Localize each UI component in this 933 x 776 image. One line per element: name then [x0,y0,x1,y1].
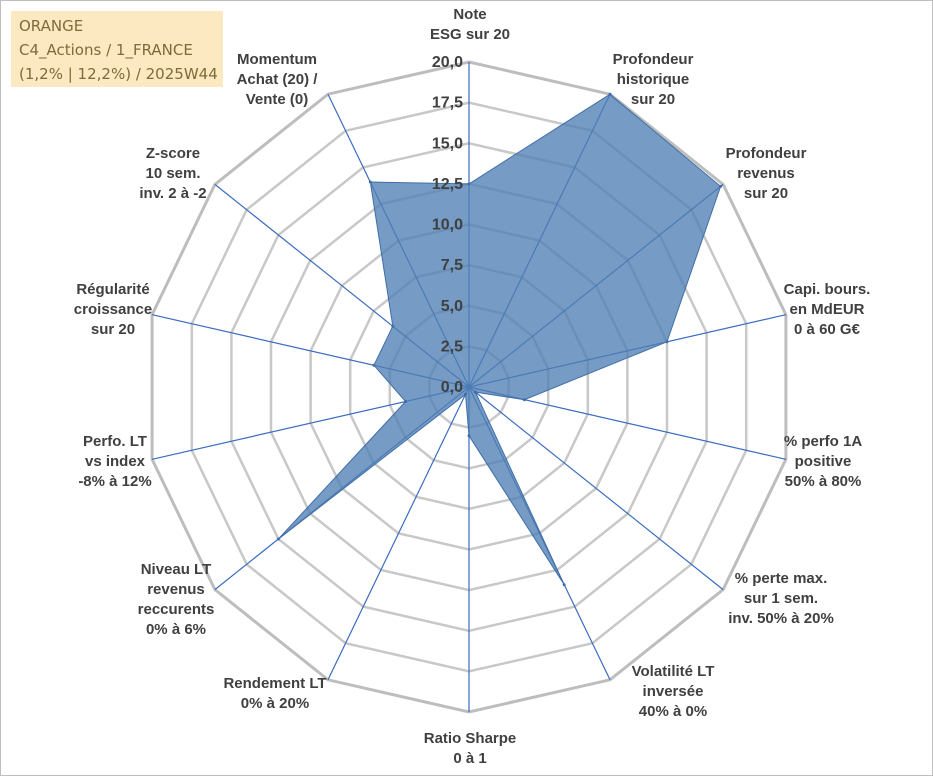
axis-label-line: 10 sem. [145,165,201,182]
axis-label: Momentum Achat (20) / Vente (0) [237,50,318,110]
info-category: C4_Actions / 1_FRANCE [19,41,193,59]
radar-series [276,92,723,587]
axis-label-line: 0% à 6% [145,621,207,638]
data-point [473,390,477,394]
info-company: ORANGE [19,17,84,35]
data-point [368,180,372,184]
tick-label: 5,0 [441,298,463,315]
data-point [372,363,376,367]
axis-label: Volatilité LT inversée 40% à 0% [632,662,715,722]
axis-label-line: croissance [73,301,153,318]
axis-label: Z-score 10 sem. inv. 2 à -2 [139,144,206,204]
axis-label: Profondeur revenus sur 20 [726,144,807,204]
axis-label-line: 0 à 60 G€ [794,321,860,338]
axis-label-line: 0% à 20% [240,695,310,712]
axis-label: Rendement LT 0% à 20% [223,674,326,714]
axis-label-line: Niveau LT [140,561,212,578]
axis-label-line: positive [794,453,852,470]
data-point [464,392,467,396]
axis-label: Profondeur historique sur 20 [613,50,694,110]
axis-label-line: 0 à 1 [453,750,487,767]
data-point [522,398,526,402]
radial-ticks: 0,0 2,5 5,0 7,5 10,0 12,5 15,0 17,5 20,0 [432,54,463,396]
axis-label-line: Volatilité LT [631,663,715,680]
data-point [562,583,566,587]
axis-label-line: 40% à 0% [638,703,708,720]
axis-label-line: 50% à 80% [784,473,862,490]
axis-label-line: inv. 50% à 20% [728,610,834,627]
info-box: ORANGE C4_Actions / 1_FRANCE (1,2% | 12,… [11,11,223,87]
axis-label-line: Perfo. LT [83,433,147,450]
data-point [276,537,280,541]
info-period: (1,2% | 12,2%) / 2025W44 [19,65,218,83]
axis-label-line: Vente (0) [245,91,309,108]
series-area [278,93,722,585]
tick-label: 20,0 [432,54,463,71]
data-point [404,400,408,403]
axis-label-line: Régularité [76,281,150,298]
axis-label-line: Z-score [145,145,201,162]
data-point [391,324,395,328]
axis-label-line: Profondeur [725,145,807,162]
data-point [608,92,612,96]
axis-label-line: inv. 2 à -2 [139,185,207,202]
data-point [719,184,723,188]
axis-label: % perfo 1A positive 50% à 80% [784,432,862,492]
axis-label-line: revenus [737,165,795,182]
axis-label-line: -8% à 12% [78,473,152,490]
axis-label-line: sur 20 [90,321,136,338]
axis-label-line: sur 20 [630,91,676,108]
axis-label: Note ESG sur 20 [430,5,510,45]
axis-label-line: % perte max. [734,570,828,587]
axis-label: Niveau LT revenus reccurents 0% à 6% [138,560,215,640]
axis-label-line: Profondeur [612,51,694,68]
axis-label: Perfo. LT vs index -8% à 12% [78,432,151,492]
data-point [467,182,471,186]
axis-label-line: revenus [147,581,205,598]
axis-label-line: historique [616,71,690,88]
tick-label: 12,5 [432,176,463,193]
tick-label: 10,0 [432,217,463,234]
axis-label-line: Note [453,6,487,23]
radar-spoke [327,386,470,681]
axis-label: Capi. bours. en MdEUR 0 à 60 G€ [784,280,871,340]
data-point [665,340,669,344]
axis-label-line: en MdEUR [789,301,865,318]
axis-label-line: inversée [642,683,704,700]
axis-label-line: ESG sur 20 [429,26,511,43]
axis-label-line: Momentum [236,51,317,68]
tick-label: 17,5 [432,95,463,112]
axis-label-line: vs index [84,453,146,470]
axis-label-line: Capi. bours. [783,281,871,298]
radar-spoke [468,386,724,591]
axis-label-line: sur 20 [743,185,789,202]
axis-label-line: Ratio Sharpe [423,730,517,747]
axis-label: Régularité croissance sur 20 [74,280,152,340]
axis-label-line: % perfo 1A [783,433,863,450]
axis-label-line: reccurents [137,601,215,618]
tick-label: 0,0 [441,379,463,396]
axis-label: Ratio Sharpe 0 à 1 [424,729,517,769]
tick-label: 2,5 [441,338,463,355]
axis-label-line: sur 1 sem. [743,590,819,607]
axis-label: % perte max. sur 1 sem. inv. 50% à 20% [728,569,834,629]
tick-label: 15,0 [432,135,463,152]
axis-label-line: Achat (20) / [236,71,318,88]
axis-label-line: Rendement LT [223,675,327,692]
data-point [467,434,471,438]
tick-label: 7,5 [441,257,463,274]
